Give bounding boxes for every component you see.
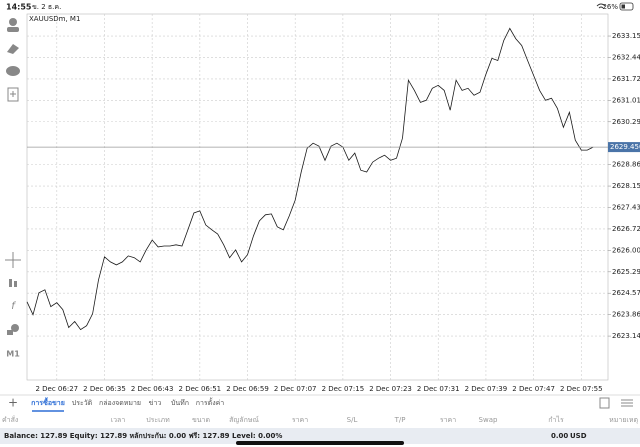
wifi-icon [596, 3, 606, 9]
x-tick-label: 2 Dec 07:39 [465, 385, 508, 393]
column-header: Swap [479, 416, 498, 424]
x-tick-label: 2 Dec 07:47 [512, 385, 555, 393]
column-header: กำไร [548, 415, 564, 424]
x-tick-label: 2 Dec 07:31 [417, 385, 460, 393]
column-header: T/P [394, 416, 406, 424]
tab[interactable]: ประวัติ [72, 399, 93, 407]
chart-frame [26, 13, 609, 381]
add-button[interactable]: + [8, 396, 18, 410]
home-indicator [236, 441, 404, 445]
balance-bar [0, 428, 640, 444]
plot: 2633.155 2632.440 2631.725 2631.010 2630.295… [26, 14, 640, 393]
y-tick-label: 2626.720 [612, 225, 640, 233]
y-tick-label: 2628.150 [612, 182, 640, 190]
y-tick-label: 2624.575 [612, 289, 640, 297]
x-tick-label: 2 Dec 07:07 [274, 385, 317, 393]
tab[interactable]: บันทึก [171, 398, 189, 407]
timeframe-button[interactable]: M1 [6, 350, 20, 359]
y-tick-label: 2631.010 [612, 96, 640, 104]
table-header: คำสั่ง เวลา ประเภท ขนาด สัญลักษณ์ ราคา S/L T/P ร… [2, 415, 638, 424]
indicator-icon[interactable]: f [11, 301, 16, 312]
y-tick-label: 2632.440 [612, 53, 640, 61]
balance-text: Balance: 127.89 Equity: 127.89 หลักประกั… [4, 432, 282, 440]
new-order-icon[interactable] [7, 87, 19, 102]
column-header: ราคา [440, 416, 456, 424]
x-tick-label: 2 Dec 06:43 [131, 385, 174, 393]
candles-icon[interactable] [9, 279, 12, 287]
y-tick-label: 2628.865 [612, 161, 640, 169]
y-tick-label: 2627.435 [612, 203, 640, 211]
y-tick-label: 2623.145 [612, 332, 640, 340]
column-header: ประเภท [146, 416, 170, 424]
column-header: สัญลักษณ์ [229, 416, 259, 424]
chat-icon[interactable] [6, 66, 20, 76]
x-tick-label: 2 Dec 07:15 [322, 385, 365, 393]
column-header: ราคา [292, 416, 308, 424]
column-header: หมายเหตุ [609, 416, 638, 424]
y-tick-label: 2625.290 [612, 268, 640, 276]
candles-icon-2 [14, 281, 17, 287]
currency: USD [570, 432, 587, 440]
y-tick-label: 2626.005 [612, 246, 640, 254]
column-header: S/L [347, 416, 358, 424]
y-tick-label: 2631.725 [612, 75, 640, 83]
column-header: ขนาด [192, 416, 210, 424]
x-tick-label: 2 Dec 07:23 [369, 385, 412, 393]
current-price-label: 2629.450 [610, 143, 640, 151]
price-line [26, 27, 594, 331]
tab[interactable]: กล่องจดหมาย [99, 399, 141, 407]
y-tick-label: 2630.295 [612, 118, 640, 126]
column-header: เวลา [111, 416, 126, 424]
tabs: การซื้อขาย ประวัติ กล่องจดหมาย ข่าว บันทึก กา… [31, 396, 225, 412]
plus-glyph [10, 91, 16, 97]
battery-text: 26% [602, 3, 618, 11]
current-price-box [608, 142, 640, 153]
column-header: คำสั่ง [2, 415, 18, 424]
menu-icon[interactable] [621, 399, 633, 407]
x-tick-label: 2 Dec 06:35 [83, 385, 126, 393]
x-tick-label: 2 Dec 07:55 [560, 385, 603, 393]
tab[interactable]: ข่าว [149, 399, 162, 407]
tab[interactable]: การตั้งค่า [196, 396, 225, 407]
chart-title: XAUUSDm, M1 [29, 15, 80, 23]
y-tick-label: 2623.860 [612, 311, 640, 319]
y-tick-label: 2633.155 [612, 32, 640, 40]
export-icon[interactable] [599, 397, 610, 409]
profit: 0.00 [551, 432, 568, 440]
x-tick-label: 2 Dec 06:27 [35, 385, 78, 393]
date: ข. 2 ธ.ค. [32, 3, 61, 11]
objects-icon-2 [7, 330, 13, 335]
trade-icon[interactable] [7, 44, 19, 54]
x-tick-label: 2 Dec 06:51 [179, 385, 222, 393]
left-toolbar: f M1 [5, 18, 21, 359]
battery-icon [619, 2, 634, 11]
x-tick-label: 2 Dec 06:59 [226, 385, 269, 393]
account-icon-body [7, 27, 19, 32]
account-icon[interactable] [9, 18, 17, 26]
crosshair-icon[interactable] [5, 252, 21, 268]
battery-level [621, 4, 625, 9]
tab[interactable]: การซื้อขาย [31, 396, 65, 407]
clock: 14:55 [6, 3, 32, 12]
